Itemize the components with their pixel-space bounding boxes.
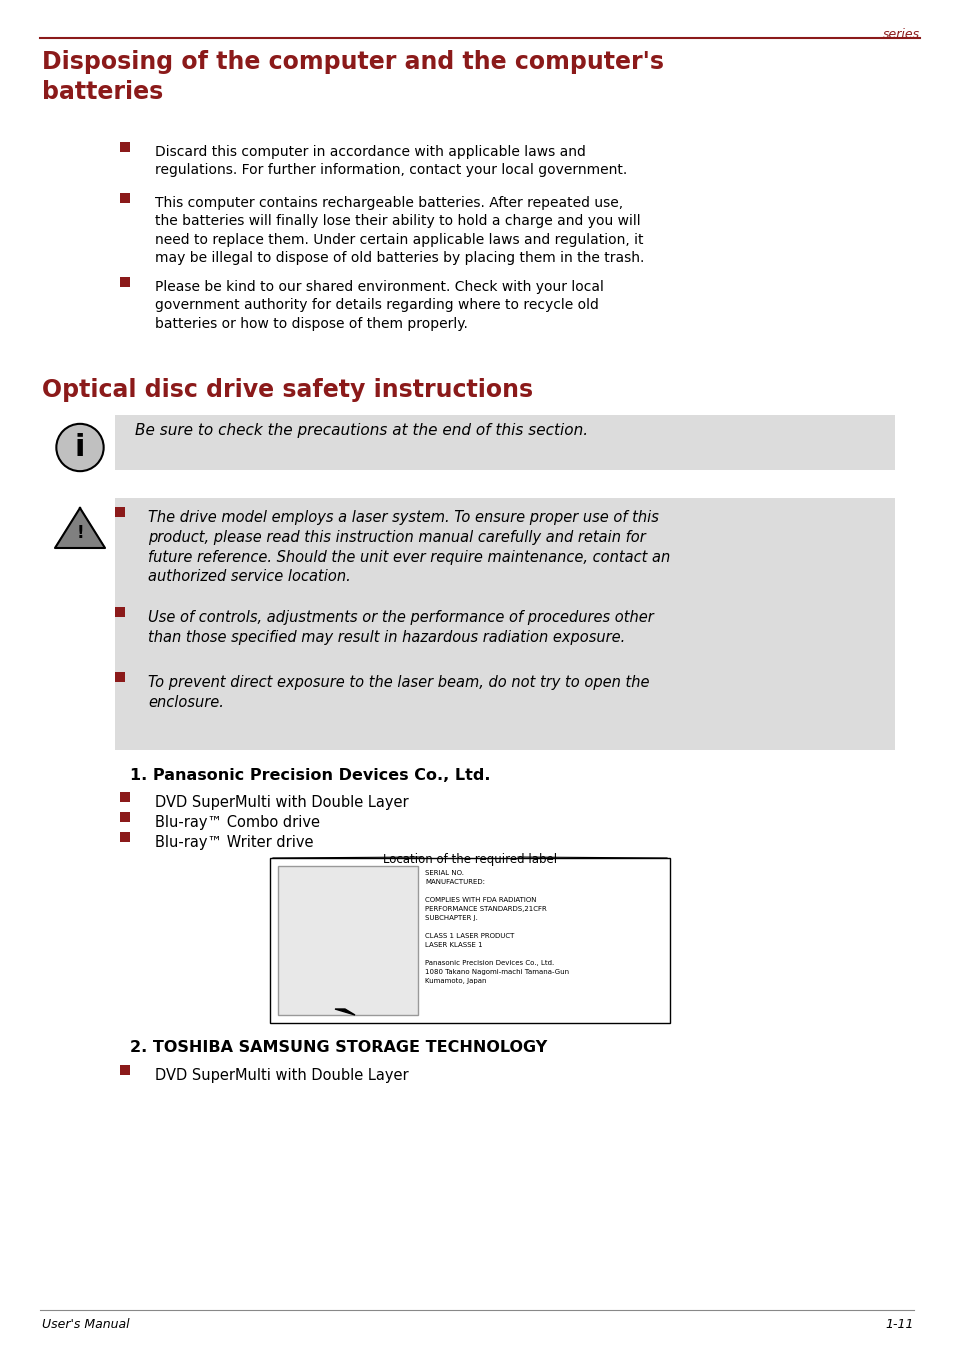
Text: To prevent direct exposure to the laser beam, do not try to open the
enclosure.: To prevent direct exposure to the laser … — [148, 675, 649, 710]
Text: COMPLIES WITH FDA RADIATION: COMPLIES WITH FDA RADIATION — [424, 897, 536, 902]
Text: 1-11: 1-11 — [884, 1318, 913, 1332]
Text: i: i — [74, 433, 85, 461]
Bar — [277, 866, 417, 1015]
Bar — [115, 607, 125, 617]
Text: Disposing of the computer and the computer's
batteries: Disposing of the computer and the comput… — [42, 50, 663, 104]
Bar — [270, 858, 669, 1024]
Text: DVD SuperMulti with Double Layer: DVD SuperMulti with Double Layer — [154, 795, 408, 810]
Bar — [120, 143, 130, 152]
Text: PERFORMANCE STANDARDS,21CFR: PERFORMANCE STANDARDS,21CFR — [424, 907, 546, 912]
Text: Please be kind to our shared environment. Check with your local
government autho: Please be kind to our shared environment… — [154, 280, 603, 331]
Text: 1. Panasonic Precision Devices Co., Ltd.: 1. Panasonic Precision Devices Co., Ltd. — [130, 768, 490, 783]
Text: Location of the required label: Location of the required label — [382, 853, 557, 866]
Text: SERIAL NO.: SERIAL NO. — [424, 870, 463, 876]
Text: DVD SuperMulti with Double Layer: DVD SuperMulti with Double Layer — [154, 1068, 408, 1083]
Text: The drive model employs a laser system. To ensure proper use of this
product, pl: The drive model employs a laser system. … — [148, 510, 670, 584]
Text: Use of controls, adjustments or the performance of procedures other
than those s: Use of controls, adjustments or the perf… — [148, 611, 653, 644]
Text: !: ! — [76, 525, 84, 542]
Bar — [120, 1065, 130, 1075]
Text: Blu-ray™ Combo drive: Blu-ray™ Combo drive — [154, 815, 319, 830]
Text: Panasonic Precision Devices Co., Ltd.: Panasonic Precision Devices Co., Ltd. — [424, 960, 554, 966]
Text: This computer contains rechargeable batteries. After repeated use,
the batteries: This computer contains rechargeable batt… — [154, 196, 643, 265]
Text: CLASS 1 LASER PRODUCT: CLASS 1 LASER PRODUCT — [424, 933, 514, 939]
Text: User's Manual: User's Manual — [42, 1318, 130, 1332]
Text: 1080 Takano Nagomi-machi Tamana-Gun: 1080 Takano Nagomi-machi Tamana-Gun — [424, 968, 569, 975]
Text: series: series — [882, 28, 919, 40]
Text: SUBCHAPTER J.: SUBCHAPTER J. — [424, 915, 477, 921]
Polygon shape — [335, 1009, 355, 1015]
Bar — [120, 277, 130, 286]
Bar — [115, 416, 894, 469]
Polygon shape — [55, 508, 105, 547]
Text: Kumamoto, Japan: Kumamoto, Japan — [424, 978, 486, 985]
Bar — [120, 192, 130, 203]
Bar — [120, 833, 130, 842]
Bar — [120, 812, 130, 822]
Bar — [115, 498, 894, 751]
Text: LASER KLASSE 1: LASER KLASSE 1 — [424, 941, 482, 948]
Text: MANUFACTURED:: MANUFACTURED: — [424, 880, 484, 885]
Bar — [120, 792, 130, 802]
Bar — [115, 507, 125, 516]
Text: Discard this computer in accordance with applicable laws and
regulations. For fu: Discard this computer in accordance with… — [154, 145, 626, 178]
Text: 2. TOSHIBA SAMSUNG STORAGE TECHNOLOGY: 2. TOSHIBA SAMSUNG STORAGE TECHNOLOGY — [130, 1040, 547, 1054]
Text: Be sure to check the precautions at the end of this section.: Be sure to check the precautions at the … — [135, 422, 587, 438]
Text: Optical disc drive safety instructions: Optical disc drive safety instructions — [42, 378, 533, 402]
Bar — [115, 672, 125, 682]
Text: Blu-ray™ Writer drive: Blu-ray™ Writer drive — [154, 835, 314, 850]
